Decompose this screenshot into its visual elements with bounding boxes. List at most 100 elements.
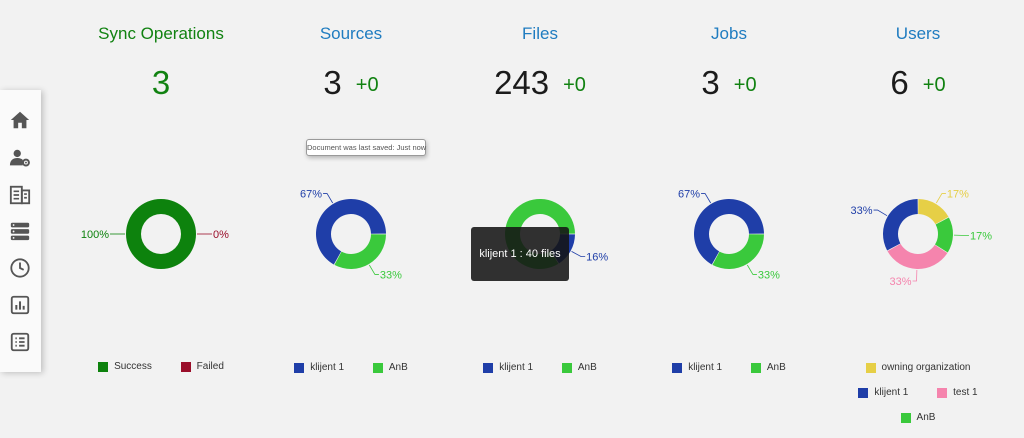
label-leader-line [323,193,334,204]
legend-swatch [937,387,948,398]
legend-label: klijent 1 [310,362,345,373]
legend: klijent 1 AnB [246,362,456,376]
panel-jobs: Jobs 3 +0 33% 67% klijent 1 AnB [624,0,834,438]
sidebar-home[interactable] [7,107,33,133]
legend-label: owning organization [881,362,971,373]
stat-value: 3 +0 [246,64,456,102]
legend-label: test 1 [953,387,978,398]
donut-chart[interactable]: 33% 67% [624,150,834,320]
legend-item-failed[interactable]: Failed [180,361,224,372]
donut-segment-anb[interactable] [712,234,764,269]
list-icon [10,332,30,352]
clock-icon [10,258,30,278]
legend-label: AnB [577,362,597,373]
data-label: 17% [970,230,992,242]
legend-item-success[interactable]: Success [98,361,152,372]
legend-item-anb[interactable]: AnB [372,362,408,373]
legend-swatch [900,412,911,423]
legend-swatch [561,362,572,373]
stat-value: 243 +0 [435,64,645,102]
label-leader-line [571,250,586,258]
legend-item-anb[interactable]: AnB [900,412,936,423]
label-leader-line [368,264,379,275]
legend-label: AnB [916,412,936,423]
user-settings-icon [9,149,30,167]
panel-title: Sources [319,24,383,43]
legend-swatch [865,362,876,373]
stat-delta: +0 [922,74,946,96]
server-icon [10,222,30,241]
label-leader-line [701,193,712,204]
sidebar-list[interactable] [7,329,33,355]
stat-value: 3 +0 [624,64,834,102]
sidebar-reports[interactable] [7,292,33,318]
legend: klijent 1 AnB [624,362,834,376]
legend-item-klijent[interactable]: klijent 1 [483,362,533,373]
legend-item-owning-organization[interactable]: owning organization [865,362,971,373]
legend-item-klijent[interactable]: klijent 1 [294,362,344,373]
donut-segment-klijent-1[interactable] [316,199,386,265]
panel-title: Users [895,24,941,43]
legend-item-test[interactable]: test 1 [937,387,978,398]
data-label: 33% [758,269,780,281]
sidebar-server[interactable] [7,218,33,244]
donut-segment-anb[interactable] [334,234,386,269]
legend: klijent 1 test 1 [813,387,1023,401]
stat-delta: +0 [355,74,379,96]
donut-segment-owning-organization[interactable] [918,199,949,225]
data-label: 0% [213,229,229,241]
donut-chart[interactable]: 17% 17% 33% 33% [813,150,1023,320]
data-label: 17% [947,189,969,201]
data-label: 33% [380,269,402,281]
donut-chart[interactable]: 100% 0% [56,150,266,320]
legend-label: klijent 1 [688,362,723,373]
legend-item-anb[interactable]: AnB [750,362,786,373]
legend-label: Success [114,361,152,372]
legend-item-klijent[interactable]: klijent 1 [672,362,722,373]
stat-delta: +0 [733,74,757,96]
legend-swatch [858,387,869,398]
panel-title: Files [522,24,558,43]
legend-item-anb[interactable]: AnB [561,362,597,373]
sidebar-user-settings[interactable] [7,145,33,171]
donut-segment-klijent-1[interactable] [883,199,918,251]
panel-title: Jobs [711,24,747,43]
stat-number: 3 [701,64,720,101]
legend-item-klijent[interactable]: klijent 1 [858,387,908,398]
donut-segment-success[interactable] [126,198,196,270]
documents-icon [9,185,31,205]
sidebar-history[interactable] [7,255,33,281]
data-label: 33% [889,276,911,288]
chart-hover-tooltip: klijent 1 : 40 files [471,227,569,281]
donut-segment-klijent-1[interactable] [694,199,764,265]
legend-label: AnB [766,362,786,373]
legend-label: klijent 1 [874,387,909,398]
stat-delta: +0 [563,74,586,96]
stat-number: 3 [323,64,342,101]
legend: AnB [813,412,1023,426]
legend-label: AnB [388,362,408,373]
legend-label: klijent 1 [499,362,534,373]
stat-number: 3 [151,64,171,101]
legend-label: Failed [196,361,224,372]
legend-swatch [483,362,494,373]
legend: Success Failed [56,361,266,375]
home-icon [10,111,30,129]
data-label: 16% [586,252,608,264]
panel-sync-operations: Sync Operations 3 100% 0% Success Failed [56,0,266,438]
legend-swatch [672,362,683,373]
stat-number: 6 [890,64,909,101]
donut-chart[interactable]: 33% 67% [246,150,456,320]
sidebar-documents[interactable] [7,182,33,208]
legend-swatch [98,361,109,372]
donut-segment-anb[interactable] [934,217,953,253]
stat-value: 6 +0 [813,64,1023,102]
legend-swatch [750,362,761,373]
label-leader-line [873,209,888,217]
legend-swatch [372,362,383,373]
sidebar [0,90,41,372]
legend-swatch [294,362,305,373]
donut-segment-test-1[interactable] [887,243,948,269]
label-leader-line [912,269,918,282]
legend: owning organization [813,362,1023,376]
